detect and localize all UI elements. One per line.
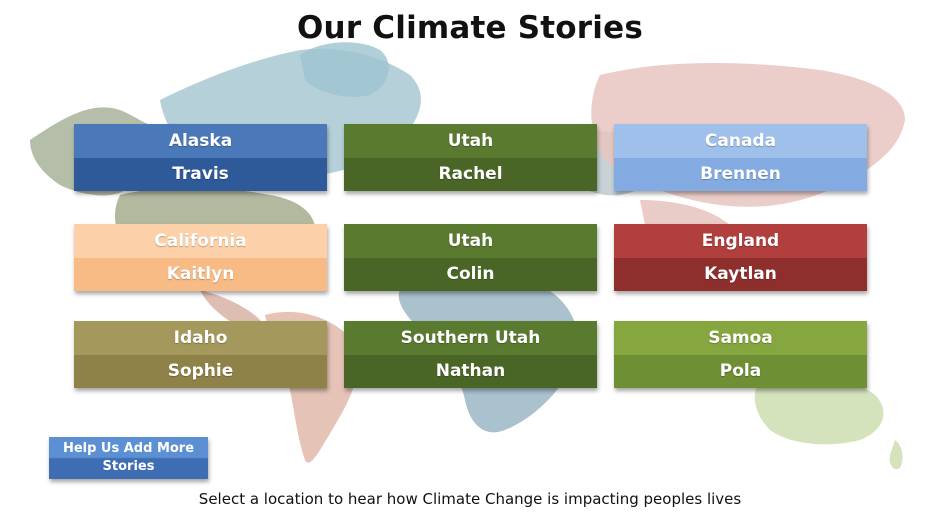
story-person-label: Kaitlyn: [74, 257, 327, 291]
story-location-label: Utah: [344, 224, 597, 258]
story-person-label: Brennen: [614, 157, 867, 191]
story-button[interactable]: Utah Rachel: [344, 124, 597, 191]
story-location-label: Utah: [344, 124, 597, 158]
map-greenland-region: [300, 42, 389, 97]
story-button[interactable]: California Kaitlyn: [74, 224, 327, 291]
story-person-label: Pola: [614, 354, 867, 388]
instruction-text: Select a location to hear how Climate Ch…: [198, 490, 742, 508]
story-location-label: Canada: [614, 124, 867, 158]
story-location-label: Idaho: [74, 321, 327, 355]
story-location-label: Samoa: [614, 321, 867, 355]
story-location-label: California: [74, 224, 327, 258]
story-button[interactable]: Alaska Travis: [74, 124, 327, 191]
story-person-label: Colin: [344, 257, 597, 291]
story-person-label: Rachel: [344, 157, 597, 191]
story-button[interactable]: Utah Colin: [344, 224, 597, 291]
story-button[interactable]: Southern Utah Nathan: [344, 321, 597, 388]
story-location-label: Alaska: [74, 124, 327, 158]
story-person-label: Travis: [74, 157, 327, 191]
story-button[interactable]: England Kaytlan: [614, 224, 867, 291]
story-button[interactable]: Canada Brennen: [614, 124, 867, 191]
map-australia-region: [754, 375, 884, 445]
story-button[interactable]: Idaho Sophie: [74, 321, 327, 388]
page-title: Our Climate Stories: [297, 10, 643, 46]
story-location-label: Southern Utah: [344, 321, 597, 355]
story-button[interactable]: Samoa Pola: [614, 321, 867, 388]
story-location-label: England: [614, 224, 867, 258]
story-person-label: Kaytlan: [614, 257, 867, 291]
story-person-label: Sophie: [74, 354, 327, 388]
map-new-zealand-region: [889, 440, 903, 470]
add-stories-button[interactable]: Help Us Add More Stories: [49, 437, 208, 479]
story-person-label: Nathan: [344, 354, 597, 388]
